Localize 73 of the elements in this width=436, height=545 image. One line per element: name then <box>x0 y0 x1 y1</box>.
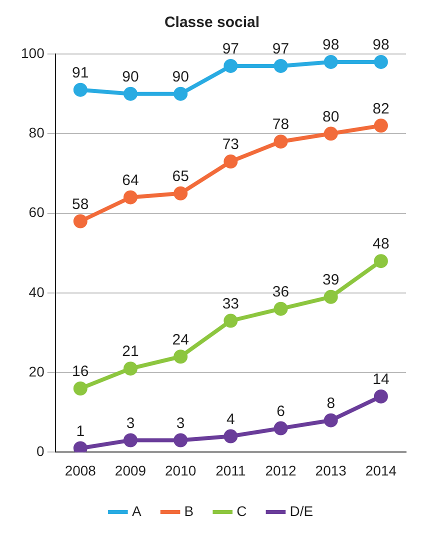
y-tick-label: 20 <box>28 363 45 380</box>
point <box>324 126 338 141</box>
point <box>174 350 188 364</box>
point <box>324 413 338 428</box>
data-label: 91 <box>72 64 89 82</box>
legend-label: B <box>184 502 194 519</box>
point <box>374 254 388 268</box>
point <box>374 118 388 133</box>
point <box>73 214 88 228</box>
point <box>224 58 238 73</box>
point <box>274 58 288 73</box>
x-tick-label: 2011 <box>216 462 246 478</box>
data-label: 78 <box>272 116 290 134</box>
data-label: 73 <box>222 136 240 154</box>
data-label: 39 <box>322 272 340 289</box>
data-label: 36 <box>272 283 290 300</box>
point <box>274 421 288 436</box>
data-label: 98 <box>372 36 390 54</box>
point <box>374 389 388 404</box>
data-label: 1 <box>76 422 85 440</box>
data-label: 48 <box>372 236 390 253</box>
point <box>73 82 88 97</box>
point <box>174 186 188 200</box>
point <box>224 154 238 169</box>
point <box>174 86 188 101</box>
x-tick-label: 2009 <box>114 462 146 478</box>
point <box>324 290 338 304</box>
data-label: 8 <box>326 394 336 412</box>
data-label: 16 <box>72 363 89 380</box>
data-label: 90 <box>172 68 189 86</box>
point <box>374 54 388 69</box>
x-tick-label: 2013 <box>315 462 347 478</box>
data-label: 98 <box>322 36 340 54</box>
data-label: 4 <box>226 410 235 428</box>
legend-label: C <box>236 502 247 519</box>
data-label: 90 <box>122 68 139 86</box>
data-label: 14 <box>372 371 390 388</box>
point <box>73 381 88 396</box>
data-label: 3 <box>176 414 185 432</box>
y-tick-label: 60 <box>28 204 45 220</box>
point <box>224 314 238 328</box>
point <box>174 433 188 448</box>
y-tick-label: 80 <box>28 124 45 140</box>
x-tick-label: 2010 <box>165 462 196 478</box>
data-label: 82 <box>372 100 390 118</box>
data-label: 97 <box>272 40 290 58</box>
point <box>123 190 138 204</box>
y-tick-label: 100 <box>21 44 45 61</box>
x-tick-label: 2012 <box>265 462 297 478</box>
data-label: 3 <box>126 414 135 432</box>
y-tick-label: 0 <box>36 443 45 460</box>
data-label: 80 <box>322 108 340 126</box>
legend-label: A <box>132 502 142 519</box>
point <box>123 86 138 101</box>
data-label: 24 <box>172 331 189 348</box>
chart-title: Classe social <box>164 14 260 32</box>
point <box>274 134 288 149</box>
data-label: 33 <box>222 295 240 312</box>
point <box>224 429 238 444</box>
data-label: 6 <box>276 402 285 420</box>
point <box>274 302 288 316</box>
data-label: 65 <box>172 168 189 186</box>
point <box>324 54 338 69</box>
y-tick-label: 40 <box>28 284 45 300</box>
data-label: 21 <box>122 343 139 360</box>
data-label: 97 <box>222 40 240 58</box>
x-tick-label: 2008 <box>64 462 96 478</box>
legend-label: D/E <box>290 502 314 519</box>
point <box>123 362 138 376</box>
x-tick-label: 2014 <box>365 462 397 478</box>
data-label: 58 <box>72 196 89 213</box>
data-label: 64 <box>122 172 139 189</box>
point <box>123 433 138 448</box>
